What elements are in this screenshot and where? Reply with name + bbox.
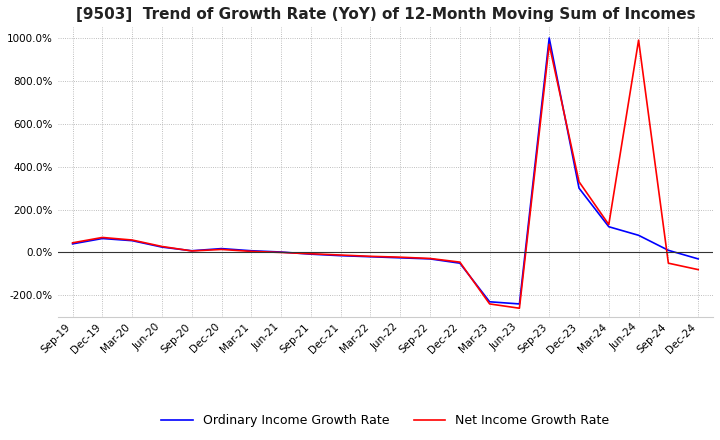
Ordinary Income Growth Rate — [396, 255, 405, 260]
Net Income Growth Rate — [128, 238, 137, 243]
Ordinary Income Growth Rate — [128, 238, 137, 243]
Net Income Growth Rate — [694, 267, 703, 272]
Ordinary Income Growth Rate — [634, 233, 643, 238]
Ordinary Income Growth Rate — [515, 301, 523, 307]
Net Income Growth Rate — [307, 251, 315, 257]
Legend: Ordinary Income Growth Rate, Net Income Growth Rate: Ordinary Income Growth Rate, Net Income … — [156, 409, 614, 432]
Ordinary Income Growth Rate — [575, 186, 583, 191]
Ordinary Income Growth Rate — [158, 245, 166, 250]
Net Income Growth Rate — [515, 306, 523, 311]
Ordinary Income Growth Rate — [426, 256, 434, 261]
Ordinary Income Growth Rate — [336, 253, 345, 258]
Net Income Growth Rate — [605, 222, 613, 227]
Ordinary Income Growth Rate — [694, 256, 703, 261]
Line: Ordinary Income Growth Rate: Ordinary Income Growth Rate — [73, 38, 698, 304]
Net Income Growth Rate — [68, 240, 77, 246]
Ordinary Income Growth Rate — [307, 252, 315, 257]
Ordinary Income Growth Rate — [247, 248, 256, 253]
Ordinary Income Growth Rate — [98, 236, 107, 241]
Net Income Growth Rate — [247, 249, 256, 254]
Net Income Growth Rate — [276, 250, 285, 255]
Ordinary Income Growth Rate — [664, 248, 672, 253]
Net Income Growth Rate — [158, 244, 166, 249]
Net Income Growth Rate — [217, 247, 226, 252]
Net Income Growth Rate — [366, 254, 375, 259]
Ordinary Income Growth Rate — [485, 299, 494, 304]
Net Income Growth Rate — [426, 256, 434, 261]
Net Income Growth Rate — [634, 37, 643, 43]
Ordinary Income Growth Rate — [68, 241, 77, 246]
Line: Net Income Growth Rate: Net Income Growth Rate — [73, 40, 698, 308]
Net Income Growth Rate — [336, 253, 345, 258]
Net Income Growth Rate — [396, 254, 405, 260]
Title: [9503]  Trend of Growth Rate (YoY) of 12-Month Moving Sum of Incomes: [9503] Trend of Growth Rate (YoY) of 12-… — [76, 7, 696, 22]
Net Income Growth Rate — [456, 260, 464, 265]
Ordinary Income Growth Rate — [276, 249, 285, 255]
Net Income Growth Rate — [545, 42, 554, 47]
Net Income Growth Rate — [187, 248, 196, 253]
Ordinary Income Growth Rate — [187, 248, 196, 253]
Ordinary Income Growth Rate — [605, 224, 613, 229]
Net Income Growth Rate — [575, 179, 583, 184]
Ordinary Income Growth Rate — [545, 35, 554, 40]
Net Income Growth Rate — [664, 260, 672, 266]
Net Income Growth Rate — [98, 235, 107, 240]
Ordinary Income Growth Rate — [456, 260, 464, 266]
Ordinary Income Growth Rate — [366, 254, 375, 260]
Net Income Growth Rate — [485, 301, 494, 307]
Ordinary Income Growth Rate — [217, 246, 226, 251]
